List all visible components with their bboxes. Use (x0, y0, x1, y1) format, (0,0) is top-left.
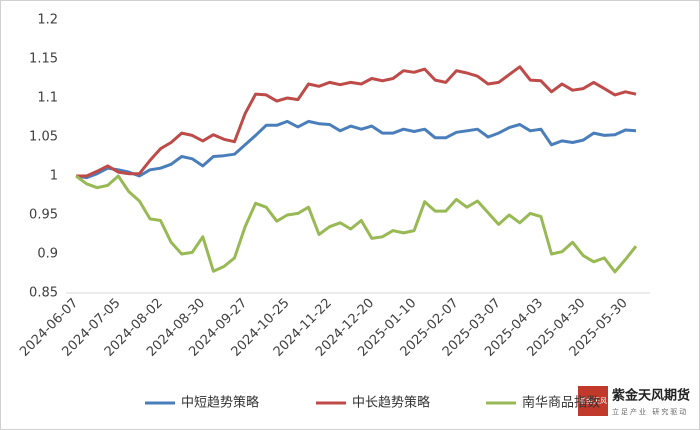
y-tick-label: 0.95 (29, 208, 58, 223)
brand: 紫金天风 紫金天风期货 立足产业 研究驱动 (578, 386, 690, 416)
y-tick-label: 1.15 (29, 52, 58, 67)
legend-label: 中长趋势策略 (352, 395, 430, 411)
series-line (75, 119, 637, 180)
y-tick-label: 1 (50, 169, 58, 184)
brand-slogan: 立足产业 研究驱动 (612, 407, 688, 416)
y-tick-label: 1.2 (37, 13, 58, 28)
brand-name: 紫金天风期货 (612, 388, 690, 404)
brand-logo (578, 386, 608, 416)
brand-logo-text: 紫金天风 (579, 396, 607, 405)
legend-label: 南华商品指数 (522, 395, 600, 411)
y-tick-label: 0.85 (29, 286, 58, 301)
y-tick-label: 1.05 (29, 130, 58, 145)
series-line (76, 65, 637, 178)
y-tick-label: 0.9 (37, 247, 58, 262)
legend-label: 中短趋势策略 (181, 395, 259, 411)
series-line (75, 174, 638, 274)
y-tick-label: 1.1 (37, 91, 58, 106)
